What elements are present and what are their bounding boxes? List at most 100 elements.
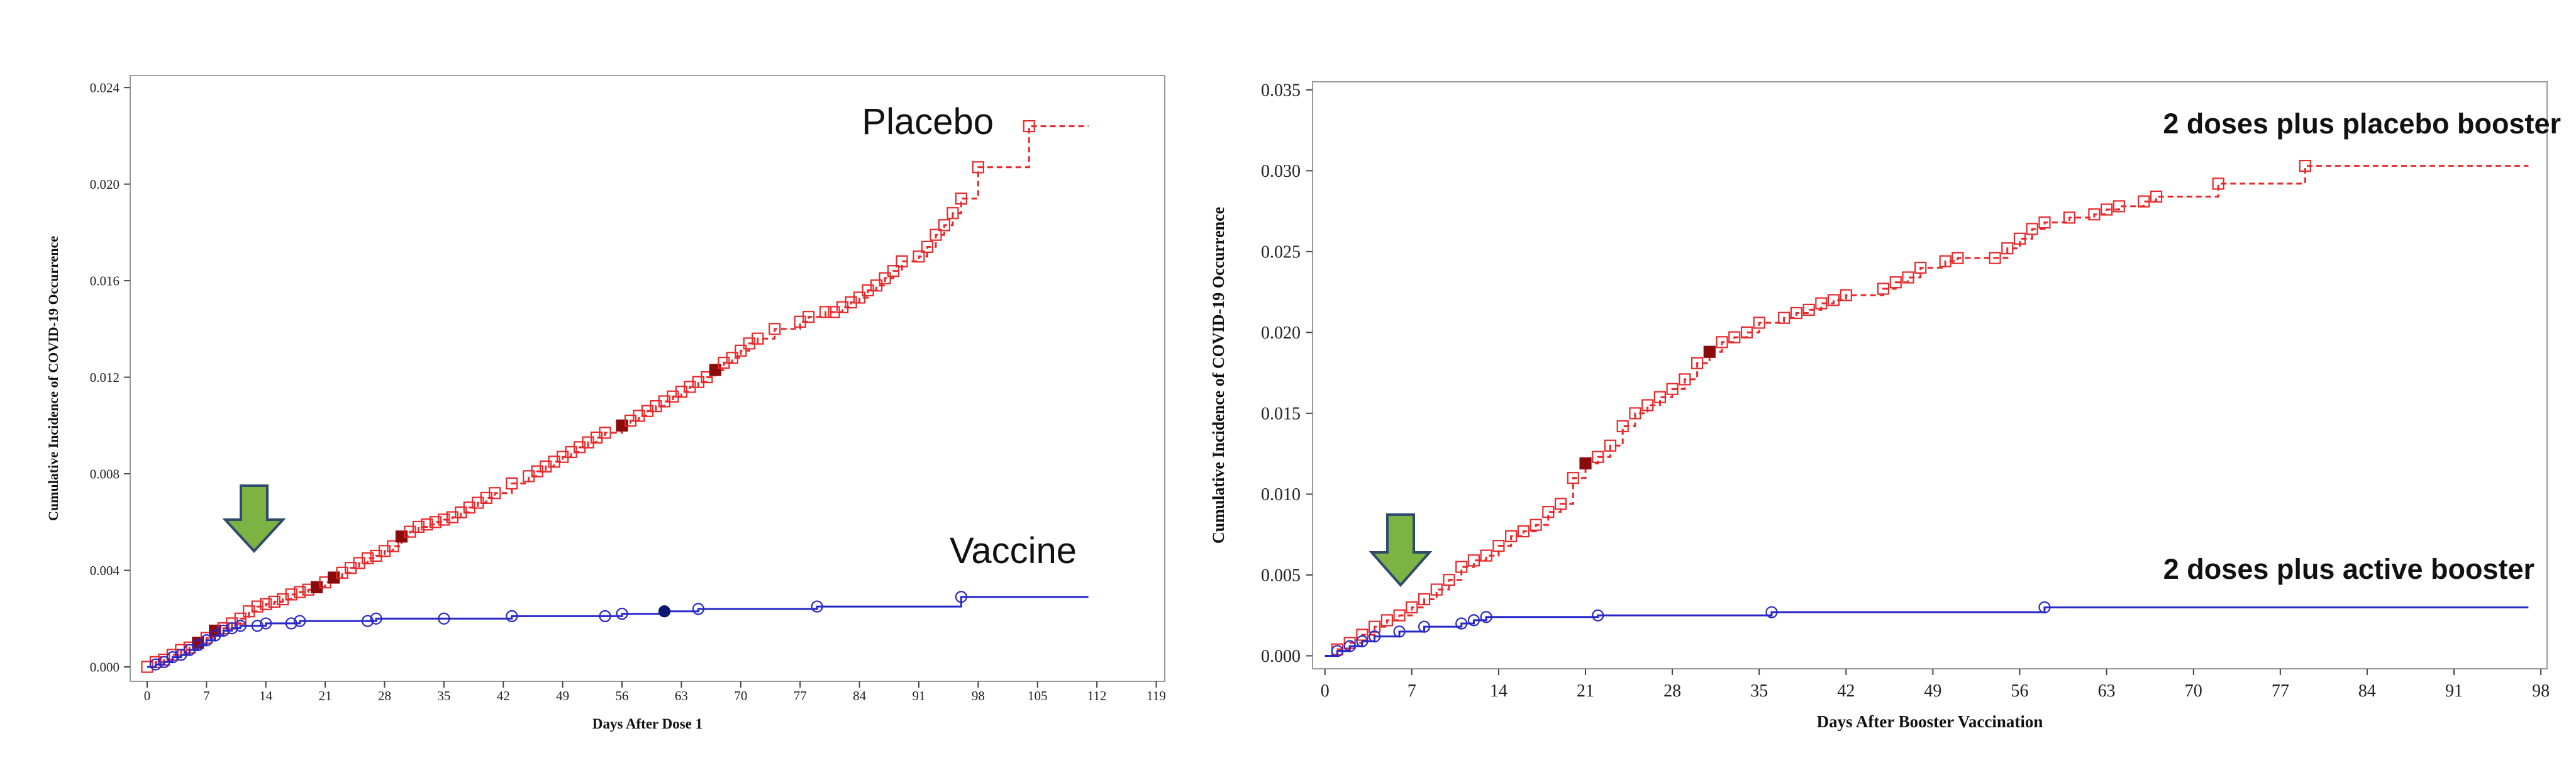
upper-series-annotation: 2 doses plus placebo booster: [2163, 108, 2561, 140]
placebo-square-marker: [2038, 216, 2051, 229]
placebo-square-marker: [1443, 574, 1455, 586]
vaccine-circle-marker: [692, 603, 705, 615]
x-tick-label: 42: [497, 688, 510, 703]
placebo-square-marker: [1989, 252, 2001, 264]
y-tick-label: 0.025: [1261, 243, 1301, 262]
placebo-square-marker: [930, 228, 942, 241]
x-tick-label: 105: [1028, 688, 1048, 703]
vaccine-circle-marker: [955, 591, 967, 603]
vaccine-circle-marker: [658, 605, 671, 618]
vaccine-circle-marker: [226, 622, 238, 635]
placebo-square-marker: [361, 552, 374, 564]
y-tick-label: 0.020: [90, 177, 119, 192]
vaccine-circle-marker: [1418, 620, 1431, 633]
x-tick-label: 98: [972, 688, 985, 703]
vaccine-circle-marker: [1592, 609, 1604, 622]
placebo-square-marker: [387, 540, 399, 552]
vaccine-circle-marker: [294, 615, 306, 627]
placebo-square-marker: [489, 487, 501, 500]
vaccine-step-line: [147, 596, 1089, 668]
placebo-square-marker: [2112, 200, 2125, 213]
vaccine-circle-marker: [616, 607, 628, 620]
placebo-square-marker: [735, 344, 747, 357]
x-tick-label: 56: [2011, 681, 2029, 701]
vaccine-circle-marker: [1393, 625, 1406, 638]
y-tick-label: 0.005: [1261, 566, 1301, 586]
y-tick-label: 0.024: [90, 81, 120, 96]
x-tick-label: 112: [1087, 688, 1107, 703]
placebo-square-marker: [2212, 177, 2224, 190]
placebo-square-marker: [1467, 554, 1480, 567]
x-tick-label: 0: [144, 688, 151, 703]
placebo-square-marker: [1653, 391, 1667, 403]
placebo-square-marker: [1406, 601, 1418, 613]
placebo-square-marker: [947, 207, 959, 220]
placebo-square-marker: [2063, 211, 2076, 224]
x-tick-label: 70: [2185, 681, 2202, 701]
vaccine-circle-marker: [285, 617, 297, 630]
x-tick-label: 77: [2272, 681, 2289, 701]
down-arrow-icon: [1368, 513, 1433, 588]
placebo-square-marker: [1023, 120, 1035, 133]
placebo-square-marker: [1666, 383, 1679, 395]
y-tick-label: 0.010: [1261, 485, 1301, 505]
y-tick-label: 0.030: [1261, 162, 1301, 181]
placebo-square-marker: [429, 516, 442, 528]
x-tick-label: 14: [1490, 681, 1507, 701]
placebo-square-marker: [1902, 271, 1914, 284]
placebo-square-marker: [896, 255, 908, 268]
x-tick-label: 70: [734, 688, 747, 703]
x-tick-label: 21: [1577, 681, 1594, 701]
placebo-square-marker: [1455, 561, 1468, 573]
vaccine-circle-marker: [370, 612, 382, 625]
placebo-square-marker: [1567, 472, 1579, 484]
vaccine-step-line: [1324, 606, 2529, 657]
x-tick-label: 84: [853, 688, 867, 703]
placebo-square-marker: [294, 586, 306, 598]
placebo-square-marker: [1517, 525, 1530, 538]
y-tick-label: 0.008: [90, 466, 119, 481]
plot-frame: [130, 75, 1165, 682]
placebo-square-marker: [1356, 629, 1368, 641]
vaccine-circle-marker: [506, 610, 518, 623]
vaccine-circle-marker: [1368, 630, 1381, 643]
placebo-square-marker: [1939, 255, 1951, 267]
placebo-square-marker: [285, 588, 297, 601]
placebo-square-marker: [972, 161, 984, 174]
x-axis-title: Days After Dose 1: [592, 716, 702, 732]
placebo-square-marker: [1542, 506, 1555, 518]
placebo-square-marker: [1716, 336, 1728, 349]
x-tick-label: 7: [203, 688, 210, 703]
placebo-square-marker: [1480, 549, 1492, 562]
placebo-step-line: [1324, 165, 2529, 657]
placebo-square-marker: [1728, 331, 1741, 344]
vaccine-circle-marker: [149, 658, 162, 671]
vaccine-circle-marker: [1480, 611, 1492, 623]
vaccine-circle-marker: [1331, 645, 1344, 657]
placebo-square-marker: [1641, 399, 1654, 411]
upper-series-annotation: Placebo: [862, 101, 994, 142]
x-tick-label: 63: [675, 688, 688, 703]
placebo-square-marker: [260, 598, 272, 610]
placebo-step-line: [147, 125, 1089, 668]
placebo-square-marker: [701, 371, 713, 384]
y-tick-label: 0.035: [1261, 81, 1301, 101]
y-axis-title: Cumulative Incidence of COVID-19 Occurre…: [45, 236, 61, 521]
placebo-square-marker: [1877, 282, 1890, 295]
placebo-square-marker: [921, 240, 934, 254]
placebo-square-marker: [802, 311, 815, 323]
placebo-square-marker: [2150, 190, 2163, 203]
placebo-square-marker: [1790, 306, 1803, 320]
vaccine-circle-marker: [217, 624, 230, 637]
x-tick-label: 35: [437, 688, 450, 703]
placebo-square-marker: [1492, 540, 1505, 552]
placebo-square-marker: [853, 291, 866, 304]
placebo-square-marker: [938, 219, 951, 232]
y-tick-label: 0.004: [90, 563, 120, 578]
placebo-square-marker: [769, 323, 781, 335]
chart-booster: 0 7 14 21 28 35 42 49 56 63 70 77 84 91 98 0.000 0.005 0.…: [1209, 81, 2561, 731]
placebo-square-marker: [1530, 518, 1542, 531]
placebo-square-marker: [421, 518, 433, 531]
placebo-square-marker: [1889, 276, 1902, 289]
placebo-square-marker: [412, 520, 425, 534]
